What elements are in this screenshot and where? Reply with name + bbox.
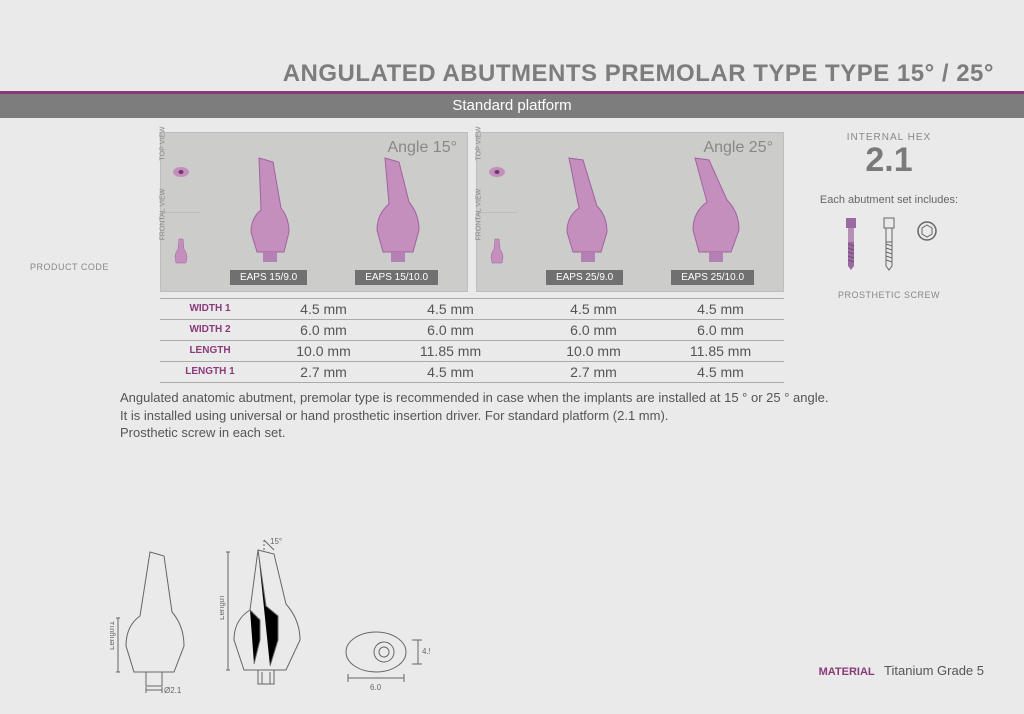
frontal-view-icon bbox=[173, 237, 189, 267]
svg-text:6.0: 6.0 bbox=[370, 683, 382, 692]
angle-label-25: Angle 25° bbox=[703, 139, 773, 157]
spec-cell: 4.5 mm bbox=[387, 299, 514, 319]
top-view-icon bbox=[488, 165, 506, 179]
svg-text:Ø2.1: Ø2.1 bbox=[164, 686, 182, 695]
spec-cell: 10.0 mm bbox=[530, 341, 657, 361]
spec-cell: 6.0 mm bbox=[387, 320, 514, 340]
material-value: Titanium Grade 5 bbox=[884, 663, 984, 678]
material-info: MATERIAL Titanium Grade 5 bbox=[819, 663, 984, 678]
spec-cell: 6.0 mm bbox=[260, 320, 387, 340]
spec-cell: 6.0 mm bbox=[530, 320, 657, 340]
spec-cell: 10.0 mm bbox=[260, 341, 387, 361]
abutment-icon bbox=[683, 156, 743, 266]
product-code-tag: EAPS 25/9.0 bbox=[546, 270, 623, 285]
abutment-icon bbox=[555, 156, 615, 266]
svg-text:15°: 15° bbox=[270, 537, 282, 546]
svg-text:Length: Length bbox=[220, 596, 226, 620]
abutment-icon bbox=[239, 156, 299, 266]
abutment-icon bbox=[367, 156, 427, 266]
product-code-label: PRODUCT CODE bbox=[30, 262, 160, 272]
spec-cell: 4.5 mm bbox=[530, 299, 657, 319]
frontal-view-icon bbox=[489, 237, 505, 267]
frontal-view-label: FRONTAL VIEW bbox=[476, 189, 483, 241]
page-title: ANGULATED ABUTMENTS PREMOLAR TYPE TYPE 1… bbox=[0, 0, 1024, 91]
top-view-label: TOP VIEW bbox=[160, 127, 167, 161]
description-text: Angulated anatomic abutment, premolar ty… bbox=[0, 383, 1024, 442]
technical-diagrams: Length1 Ø2.1 15° Length 4.5 6.0 bbox=[110, 536, 430, 696]
product-code-tag: EAPS 15/10.0 bbox=[355, 270, 438, 285]
screw-outline-icon bbox=[878, 216, 900, 272]
spec-row-label: WIDTH 2 bbox=[160, 320, 260, 340]
hex-ring-icon bbox=[916, 220, 938, 242]
spec-cell: 4.5 mm bbox=[657, 362, 784, 382]
spec-cell: 4.5 mm bbox=[260, 299, 387, 319]
material-label: MATERIAL bbox=[819, 666, 875, 678]
internal-hex-value: 2.1 bbox=[784, 141, 994, 180]
spec-cell: 4.5 mm bbox=[657, 299, 784, 319]
screw-solid-icon bbox=[840, 216, 862, 272]
top-view-icon bbox=[172, 165, 190, 179]
panel-15: Angle 15° TOP VIEW FRONTAL VIEW bbox=[160, 132, 468, 292]
product-code-tag: EAPS 15/9.0 bbox=[230, 270, 307, 285]
spec-cell: 2.7 mm bbox=[260, 362, 387, 382]
product-code-tag: EAPS 25/10.0 bbox=[671, 270, 754, 285]
svg-text:Length1: Length1 bbox=[110, 621, 116, 650]
svg-text:4.5: 4.5 bbox=[422, 647, 430, 656]
spec-cell: 2.7 mm bbox=[530, 362, 657, 382]
top-view-label: TOP VIEW bbox=[476, 127, 483, 161]
panel-25: Angle 25° TOP VIEW FRONTAL VIEW bbox=[476, 132, 784, 292]
angle-label-15: Angle 15° bbox=[387, 139, 457, 157]
frontal-view-label: FRONTAL VIEW bbox=[160, 189, 167, 241]
spec-row-label: WIDTH 1 bbox=[160, 299, 260, 319]
prosthetic-screw-label: PROSTHETIC SCREW bbox=[784, 290, 994, 300]
screw-icons bbox=[784, 216, 994, 272]
spec-cell: 11.85 mm bbox=[657, 341, 784, 361]
spec-table: WIDTH 14.5 mm4.5 mm4.5 mm4.5 mmWIDTH 26.… bbox=[160, 298, 784, 383]
subtitle-bar: Standard platform bbox=[0, 94, 1024, 118]
spec-row-label: LENGTH 1 bbox=[160, 362, 260, 382]
product-panels: Angle 15° TOP VIEW FRONTAL VIEW bbox=[160, 132, 784, 292]
spec-cell: 4.5 mm bbox=[387, 362, 514, 382]
spec-row-label: LENGTH bbox=[160, 341, 260, 361]
spec-cell: 11.85 mm bbox=[387, 341, 514, 361]
includes-text: Each abutment set includes: bbox=[784, 194, 994, 206]
spec-cell: 6.0 mm bbox=[657, 320, 784, 340]
